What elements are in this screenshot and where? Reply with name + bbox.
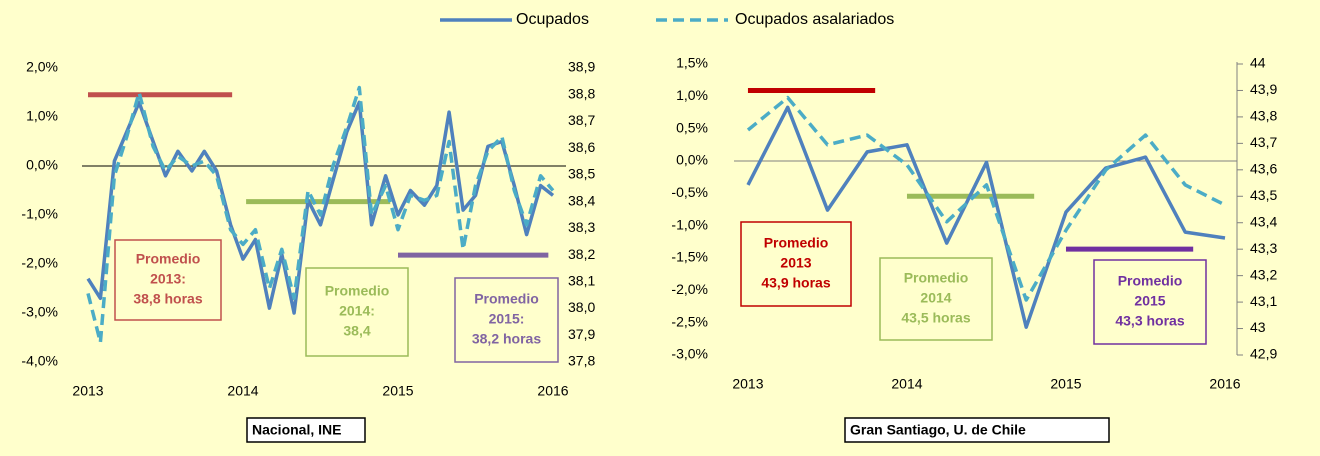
x-tick-label: 2015 [382, 383, 413, 399]
y-tick-label: -4,0% [21, 353, 58, 369]
y2-tick-label: 37,8 [568, 353, 595, 369]
average-label: 38,4 [343, 323, 370, 339]
series-line [86, 85, 555, 345]
y-tick-label: 1,5% [676, 55, 708, 71]
y-tick-label: 1,0% [676, 87, 708, 103]
y-tick-label: -2,0% [21, 255, 58, 271]
average-label: 43,5 horas [901, 310, 970, 326]
y2-tick-label: 43 [1250, 319, 1266, 335]
y2-tick-label: 43,1 [1250, 293, 1277, 309]
y2-tick-label: 38,8 [568, 85, 595, 101]
caption-box [844, 417, 1110, 443]
average-label: 43,3 horas [1115, 313, 1184, 329]
y2-tick-label: 42,9 [1250, 346, 1277, 362]
y2-tick-label: 43,2 [1250, 266, 1277, 282]
y-tick-label: -0,5% [671, 184, 708, 200]
series-line [746, 95, 1226, 302]
y2-tick-label: 38,7 [568, 112, 595, 128]
y-tick-label: -2,5% [671, 313, 708, 329]
y-tick-label: -3,0% [21, 304, 58, 320]
average-label: 38,2 horas [472, 331, 541, 347]
x-tick-label: 2013 [732, 376, 763, 392]
y2-tick-label: 43,4 [1250, 213, 1277, 229]
y2-tick-label: 38,6 [568, 139, 595, 155]
average-box [305, 267, 409, 357]
average-box [879, 257, 993, 341]
y2-tick-label: 38,1 [568, 273, 595, 289]
average-label: Promedio [1118, 273, 1183, 289]
y-tick-label: 2,0% [26, 59, 58, 75]
y-tick-label: 0,0% [676, 152, 708, 168]
average-label: 43,9 horas [761, 275, 830, 291]
y-tick-label: -1,5% [671, 249, 708, 265]
series-line [86, 100, 555, 315]
average-label: 2015: [489, 311, 525, 327]
x-tick-label: 2013 [72, 383, 103, 399]
y-tick-label: 0,5% [676, 119, 708, 135]
y2-tick-label: 43,6 [1250, 161, 1277, 177]
average-label: Promedio [474, 291, 539, 307]
y2-tick-label: 38,5 [568, 166, 595, 182]
average-label: 2014 [920, 290, 951, 306]
average-label: 2014: [339, 303, 375, 319]
x-tick-label: 2015 [1050, 376, 1081, 392]
y2-tick-label: 38,9 [568, 59, 595, 75]
y2-tick-label: 43,8 [1250, 108, 1277, 124]
y2-tick-label: 43,5 [1250, 187, 1277, 203]
average-box [114, 239, 222, 321]
legend-label: Ocupados asalariados [735, 11, 894, 28]
y-tick-label: -2,0% [671, 281, 708, 297]
average-label: 2013: [150, 271, 186, 287]
y2-tick-label: 43,3 [1250, 240, 1277, 256]
y2-tick-label: 43,9 [1250, 81, 1277, 97]
series-line [746, 105, 1226, 329]
caption: Gran Santiago, U. de Chile [850, 422, 1026, 438]
legend-label: Ocupados [516, 11, 589, 28]
y-tick-label: -3,0% [671, 346, 708, 362]
y-tick-label: 1,0% [26, 108, 58, 124]
average-box [1093, 259, 1207, 345]
y-tick-label: -1,0% [671, 216, 708, 232]
x-tick-label: 2014 [227, 383, 258, 399]
caption: Nacional, INE [252, 422, 341, 438]
y2-tick-label: 38,4 [568, 192, 595, 208]
average-label: Promedio [325, 283, 390, 299]
average-label: 2013 [780, 255, 811, 271]
y-tick-label: 0,0% [26, 157, 58, 173]
y2-tick-label: 38,2 [568, 246, 595, 262]
average-label: 38,8 horas [133, 291, 202, 307]
y-tick-label: -1,0% [21, 206, 58, 222]
x-tick-label: 2016 [537, 383, 568, 399]
average-label: 2015 [1134, 293, 1165, 309]
average-label: Promedio [136, 251, 201, 267]
y2-tick-label: 43,7 [1250, 134, 1277, 150]
y2-tick-label: 38,0 [568, 299, 595, 315]
average-box [454, 277, 559, 363]
y2-tick-label: 38,3 [568, 219, 595, 235]
average-label: Promedio [904, 270, 969, 286]
average-label: Promedio [764, 235, 829, 251]
x-tick-label: 2014 [891, 376, 922, 392]
x-tick-label: 2016 [1209, 376, 1240, 392]
y2-tick-label: 37,9 [568, 326, 595, 342]
average-box [740, 221, 852, 307]
caption-box [246, 417, 366, 443]
y2-tick-label: 44 [1250, 55, 1266, 71]
